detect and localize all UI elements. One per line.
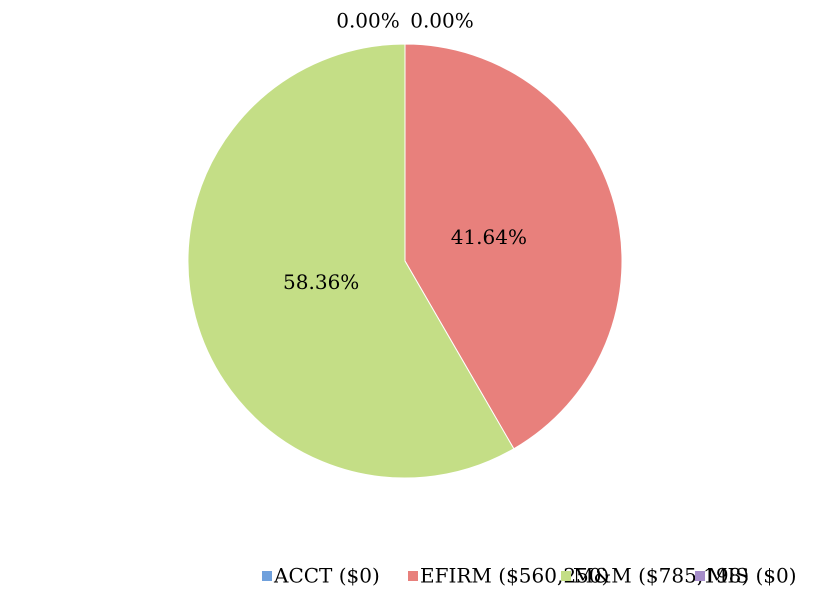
data-label: 0.00% xyxy=(410,9,474,33)
legend-swatch xyxy=(695,571,705,581)
legend-swatch xyxy=(408,571,418,581)
legend: ACCT ($0) EFIRM ($560,250)M&M ($785,198)M… xyxy=(262,564,797,588)
data-label: 58.36% xyxy=(283,270,359,294)
legend-label: M&M ($785,198) xyxy=(573,564,749,588)
data-label: 41.64% xyxy=(451,225,527,249)
pie-slice xyxy=(187,43,515,479)
pie-slice xyxy=(404,43,623,450)
legend-swatch xyxy=(561,571,571,581)
data-labels: 0.00% 41.64% 58.36% 0.00% xyxy=(283,9,527,295)
legend-label: MIS ($0) xyxy=(707,564,797,588)
data-label: 0.00% xyxy=(336,9,400,33)
legend-label: ACCT ($0) xyxy=(273,564,380,588)
pie xyxy=(187,43,623,479)
legend-swatch xyxy=(262,571,272,581)
legend-label: EFIRM ($560,250) xyxy=(420,564,609,588)
